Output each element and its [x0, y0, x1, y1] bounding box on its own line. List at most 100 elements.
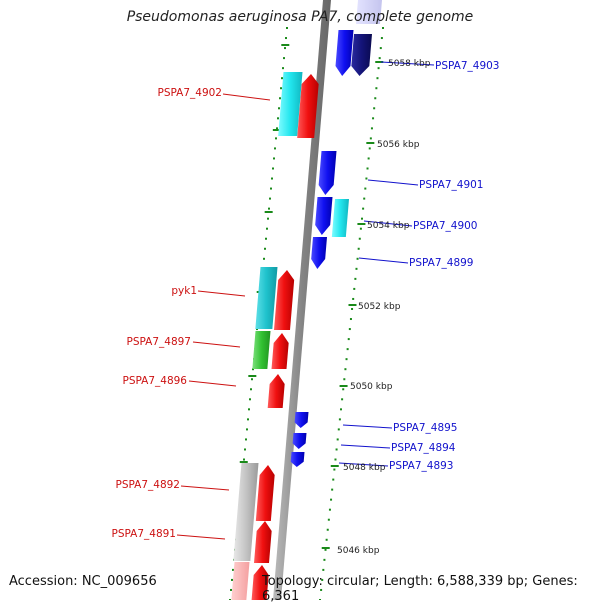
leader-line — [222, 93, 271, 101]
gene-label-pspa7-4899[interactable]: PSPA7_4899 — [409, 257, 474, 269]
gene-feature — [255, 465, 275, 521]
gene-feature — [292, 433, 307, 449]
scale-label: 5058 kbp — [388, 59, 431, 69]
tick-mark — [366, 142, 375, 144]
leader-line — [176, 534, 226, 540]
map-title: Pseudomonas aeruginosa PA7, complete gen… — [126, 9, 474, 25]
tick-dot — [340, 408, 342, 411]
tick-mark — [248, 375, 257, 377]
tick-dot — [377, 67, 380, 70]
tick-dot — [352, 297, 355, 300]
tick-dot — [374, 97, 377, 100]
label-leaders — [176, 61, 435, 540]
scale-label: 5052 kbp — [358, 302, 401, 312]
tick-dot — [370, 127, 373, 130]
gene-label-pspa7-4901[interactable]: PSPA7_4901 — [419, 179, 484, 191]
gene-feature — [331, 199, 349, 237]
tick-dot — [249, 398, 251, 401]
tick-dot — [343, 378, 346, 381]
gene-label-pspa7-4900[interactable]: PSPA7_4900 — [413, 220, 478, 232]
tick-dot — [269, 197, 271, 200]
tick-dot — [366, 167, 369, 170]
gene-feature — [335, 30, 354, 76]
tick-dot — [369, 137, 372, 140]
tick-dot — [264, 247, 266, 250]
tick-dot — [336, 438, 339, 441]
gene-label-pspa7-4892[interactable]: PSPA7_4892 — [116, 479, 181, 491]
tick-dot — [285, 37, 287, 40]
tick-dot — [330, 498, 333, 501]
gene-label-pspa7-4896[interactable]: PSPA7_4896 — [123, 375, 188, 387]
tick-dot — [364, 187, 367, 190]
tick-mark — [375, 61, 384, 63]
leader-line — [192, 341, 241, 348]
leader-line — [380, 61, 435, 66]
tick-mark — [357, 223, 366, 225]
tick-mark — [330, 465, 339, 467]
gene-feature — [278, 72, 303, 136]
tick-mark — [264, 211, 273, 213]
tick-dot — [252, 368, 254, 371]
scale-labels: 5058 kbp 5056 kbp 5054 kbp 5052 kbp 5050… — [337, 59, 431, 556]
tick-dot — [246, 428, 248, 431]
gene-label-pspa7-4897[interactable]: PSPA7_4897 — [127, 336, 192, 348]
tick-dot — [271, 177, 273, 180]
tick-dot — [347, 338, 350, 341]
tick-mark — [272, 129, 281, 131]
tick-dot — [328, 508, 331, 511]
tick-dot — [333, 468, 336, 471]
tick-dot — [363, 197, 366, 200]
gene-label-pspa7-4894[interactable]: PSPA7_4894 — [391, 442, 456, 454]
tick-dot — [334, 458, 337, 461]
leader-line — [188, 380, 237, 387]
tick-dot — [256, 328, 258, 331]
tick-dot — [251, 378, 253, 381]
accession-text: Accession: NC_009656 — [9, 574, 157, 589]
gene-label-pspa7-4902[interactable]: PSPA7_4902 — [158, 87, 223, 99]
tick-dot — [325, 538, 328, 541]
leader-line — [180, 485, 230, 491]
gene-feature — [311, 237, 327, 269]
tick-mark — [281, 44, 290, 46]
tick-dot — [382, 27, 384, 29]
tick-dot — [361, 217, 363, 220]
tick-dot — [272, 167, 274, 170]
tick-dot — [345, 358, 348, 361]
gene-feature — [290, 452, 305, 467]
tick-dot — [247, 418, 249, 421]
tick-dot — [266, 227, 268, 230]
tick-dot — [250, 388, 252, 391]
tick-dot — [321, 578, 324, 581]
tick-dot — [348, 328, 351, 331]
tick-dot — [278, 107, 280, 110]
tick-mark — [239, 461, 248, 463]
scale-label: 5050 kbp — [350, 382, 393, 392]
tick-dot — [357, 247, 360, 250]
gene-label-pspa7-4891[interactable]: PSPA7_4891 — [112, 528, 177, 540]
tick-dot — [230, 588, 232, 591]
tick-dot — [248, 408, 250, 411]
tick-dot — [375, 87, 378, 90]
gene-label-pspa7-4895[interactable]: PSPA7_4895 — [393, 422, 458, 434]
tick-dot — [267, 217, 269, 220]
tick-dot — [244, 448, 246, 451]
gene-feature — [251, 565, 269, 600]
tick-dot — [273, 157, 275, 160]
gene-feature — [294, 412, 309, 428]
scale-label: 5048 kbp — [343, 463, 386, 473]
gene-features — [231, 0, 382, 602]
gene-label-pspa7-4903[interactable]: PSPA7_4903 — [435, 60, 500, 72]
gene-feature — [271, 333, 289, 369]
gene-label-pyk1[interactable]: pyk1 — [171, 285, 197, 297]
tick-dot — [232, 568, 234, 571]
gene-feature — [255, 267, 278, 329]
gene-label-pspa7-4893[interactable]: PSPA7_4893 — [389, 460, 454, 472]
tick-dot — [351, 307, 354, 310]
tick-dot — [326, 528, 329, 531]
tick-dot — [245, 438, 247, 441]
gene-feature — [315, 197, 333, 235]
gene-feature — [297, 74, 319, 138]
tick-dot — [338, 418, 341, 421]
tick-dot — [265, 237, 267, 240]
